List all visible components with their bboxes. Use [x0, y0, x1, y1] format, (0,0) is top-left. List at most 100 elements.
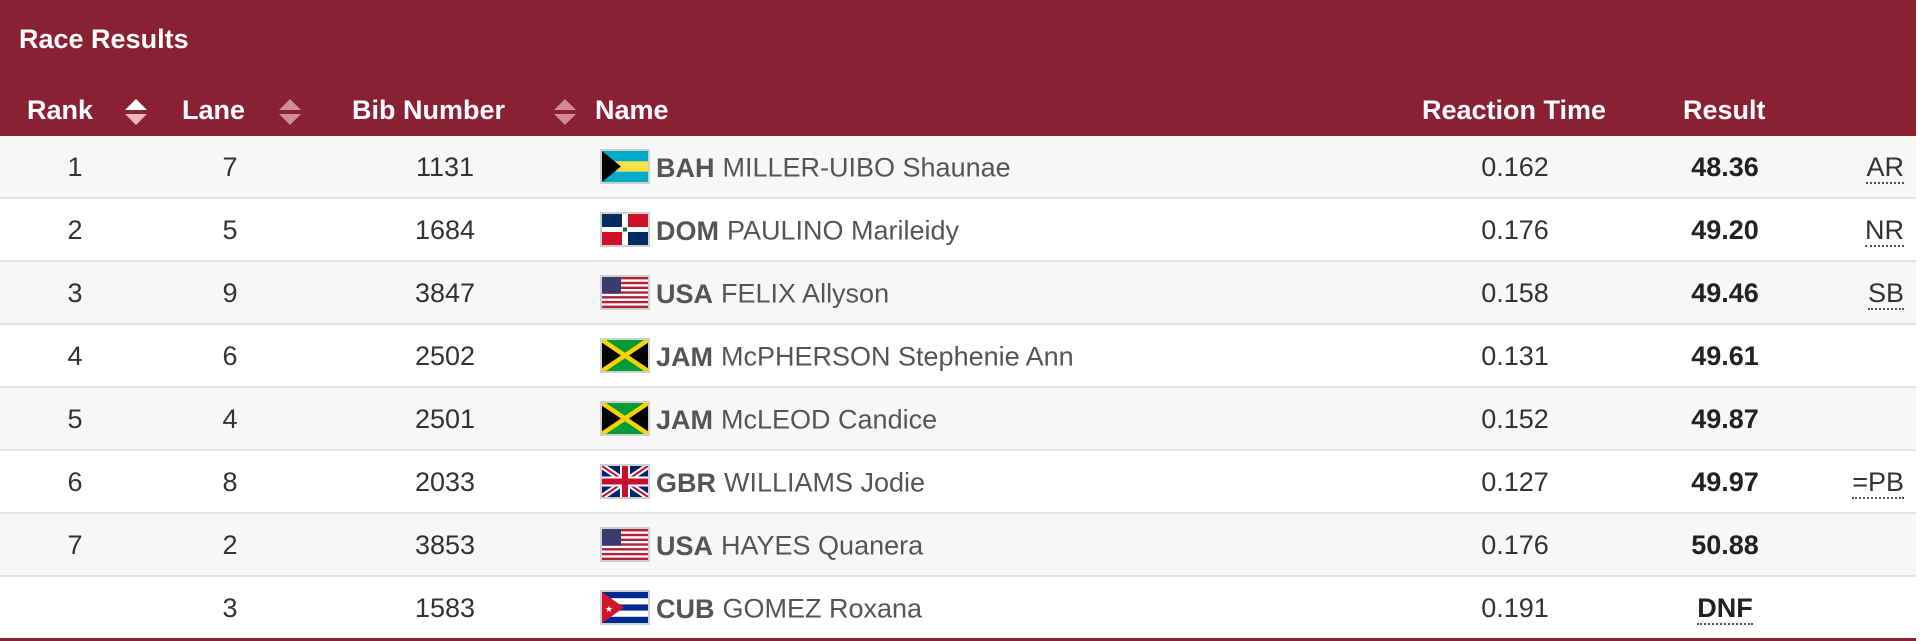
athlete-cell: BAH MILLER-UIBO Shaunae: [600, 149, 1011, 187]
cuba-flag-icon: [600, 590, 650, 625]
results-table-body: 1 7 1131 BAH MILLER-UIBO Shaunae 0.162 48.36 A…: [0, 136, 1916, 641]
lane-cell: 5: [222, 215, 238, 245]
rank-cell: 5: [67, 404, 83, 434]
athlete-name[interactable]: HAYES Quanera: [721, 530, 924, 561]
table-row: 3 1583 CUB GOMEZ Roxana 0.191 DNF: [0, 577, 1916, 641]
result-cell: 48.36: [1650, 152, 1800, 183]
country-code: BAH: [656, 152, 715, 183]
reaction-time-cell: 0.191: [1481, 593, 1549, 623]
result-value: 48.36: [1691, 152, 1759, 182]
sort-bib-icon[interactable]: [554, 99, 576, 127]
result-cell: 50.88: [1650, 530, 1800, 561]
table-row: 4 6 2502 JAM McPHERSON Stephenie Ann 0.131 49…: [0, 325, 1916, 388]
great-britain-flag-icon: [600, 464, 650, 499]
reaction-time-cell: 0.176: [1481, 530, 1549, 560]
athlete-name[interactable]: PAULINO Marileidy: [727, 215, 960, 246]
athlete-name[interactable]: MILLER-UIBO Shaunae: [722, 152, 1011, 183]
bahamas-flag-icon: [600, 149, 650, 184]
country-code: JAM: [656, 341, 714, 372]
column-header-name: Name: [595, 95, 669, 125]
rank-cell: 3: [67, 278, 83, 308]
bib-cell: 2502: [414, 341, 476, 371]
athlete-cell: DOM PAULINO Marileidy: [600, 212, 960, 250]
column-header-lane[interactable]: Lane: [182, 95, 246, 125]
athlete-name[interactable]: McPHERSON Stephenie Ann: [721, 341, 1074, 372]
athlete-name[interactable]: FELIX Allyson: [721, 278, 890, 309]
country-code: USA: [656, 530, 714, 561]
country-code: JAM: [656, 404, 714, 435]
bib-cell: 2033: [414, 467, 476, 497]
rank-cell: 4: [67, 341, 83, 371]
sort-lane-icon[interactable]: [279, 99, 301, 127]
usa-flag-icon: [600, 275, 650, 310]
rank-cell: 6: [67, 467, 83, 497]
result-value: 50.88: [1691, 530, 1759, 560]
bib-cell: 1131: [415, 152, 475, 182]
result-cell: 49.46: [1650, 278, 1800, 309]
record-badge[interactable]: =PB: [1852, 467, 1904, 499]
country-code: CUB: [656, 593, 715, 624]
athlete-cell: GBR WILLIAMS Jodie: [600, 464, 926, 502]
record-cell: AR: [1866, 152, 1904, 184]
bib-cell: 2501: [414, 404, 476, 434]
athlete-name[interactable]: McLEOD Candice: [721, 404, 938, 435]
record-cell: =PB: [1852, 467, 1904, 499]
result-value: 49.61: [1691, 341, 1759, 371]
bib-cell: 1684: [414, 215, 476, 245]
reaction-time-cell: 0.162: [1481, 152, 1549, 182]
column-header-result: Result: [1683, 95, 1766, 125]
result-value: 49.97: [1691, 467, 1759, 497]
reaction-time-cell: 0.158: [1481, 278, 1549, 308]
result-cell: DNF: [1650, 593, 1800, 625]
lane-cell: 6: [222, 341, 238, 371]
country-code: GBR: [656, 467, 716, 498]
jamaica-flag-icon: [600, 338, 650, 373]
result-value[interactable]: DNF: [1697, 593, 1753, 625]
table-row: 5 4 2501 JAM McLEOD Candice 0.152 49.87: [0, 388, 1916, 451]
record-cell: NR: [1865, 215, 1904, 247]
lane-cell: 8: [222, 467, 238, 497]
lane-cell: 9: [222, 278, 238, 308]
lane-cell: 3: [222, 593, 238, 623]
athlete-cell: USA HAYES Quanera: [600, 527, 924, 565]
title-bar: Race Results: [0, 0, 1916, 82]
reaction-time-cell: 0.127: [1481, 467, 1549, 497]
athlete-cell: USA FELIX Allyson: [600, 275, 890, 313]
athlete-cell: JAM McPHERSON Stephenie Ann: [600, 338, 1074, 376]
sort-rank-icon[interactable]: [125, 99, 147, 127]
result-value: 49.46: [1691, 278, 1759, 308]
reaction-time-cell: 0.176: [1481, 215, 1549, 245]
result-value: 49.20: [1691, 215, 1759, 245]
column-header-bib[interactable]: Bib Number: [352, 95, 506, 125]
record-badge[interactable]: AR: [1866, 152, 1904, 184]
athlete-name[interactable]: WILLIAMS Jodie: [724, 467, 926, 498]
usa-flag-icon: [600, 527, 650, 562]
result-value: 49.87: [1691, 404, 1759, 434]
table-header-row: Rank Lane Bib Number Name Reaction Time …: [0, 82, 1916, 136]
table-row: 7 2 3853 USA HAYES Quanera 0.176 50.88: [0, 514, 1916, 577]
athlete-name[interactable]: GOMEZ Roxana: [722, 593, 923, 624]
bib-cell: 3847: [414, 278, 476, 308]
table-row: 2 5 1684 DOM PAULINO Marileidy 0.176 49.20 NR: [0, 199, 1916, 262]
record-badge[interactable]: SB: [1867, 278, 1904, 310]
rank-cell: 7: [67, 530, 83, 560]
country-code: USA: [656, 278, 714, 309]
lane-cell: 2: [222, 530, 238, 560]
column-header-reaction-time: Reaction Time: [1422, 95, 1607, 125]
rank-cell: 1: [67, 152, 83, 182]
reaction-time-cell: 0.131: [1481, 341, 1549, 371]
table-row: 1 7 1131 BAH MILLER-UIBO Shaunae 0.162 48.36 A…: [0, 136, 1916, 199]
table-title: Race Results: [19, 24, 189, 54]
record-cell: SB: [1867, 278, 1904, 310]
athlete-cell: JAM McLEOD Candice: [600, 401, 938, 439]
jamaica-flag-icon: [600, 401, 650, 436]
lane-cell: 7: [222, 152, 238, 182]
table-row: 3 9 3847 USA FELIX Allyson 0.158 49.46 SB: [0, 262, 1916, 325]
column-header-rank[interactable]: Rank: [27, 95, 94, 125]
reaction-time-cell: 0.152: [1481, 404, 1549, 434]
dominican-republic-flag-icon: [600, 212, 650, 247]
table-row: 6 8 2033 GBR WILLIAMS Jodie 0.127 49.97 =PB: [0, 451, 1916, 514]
result-cell: 49.20: [1650, 215, 1800, 246]
record-badge[interactable]: NR: [1865, 215, 1904, 247]
